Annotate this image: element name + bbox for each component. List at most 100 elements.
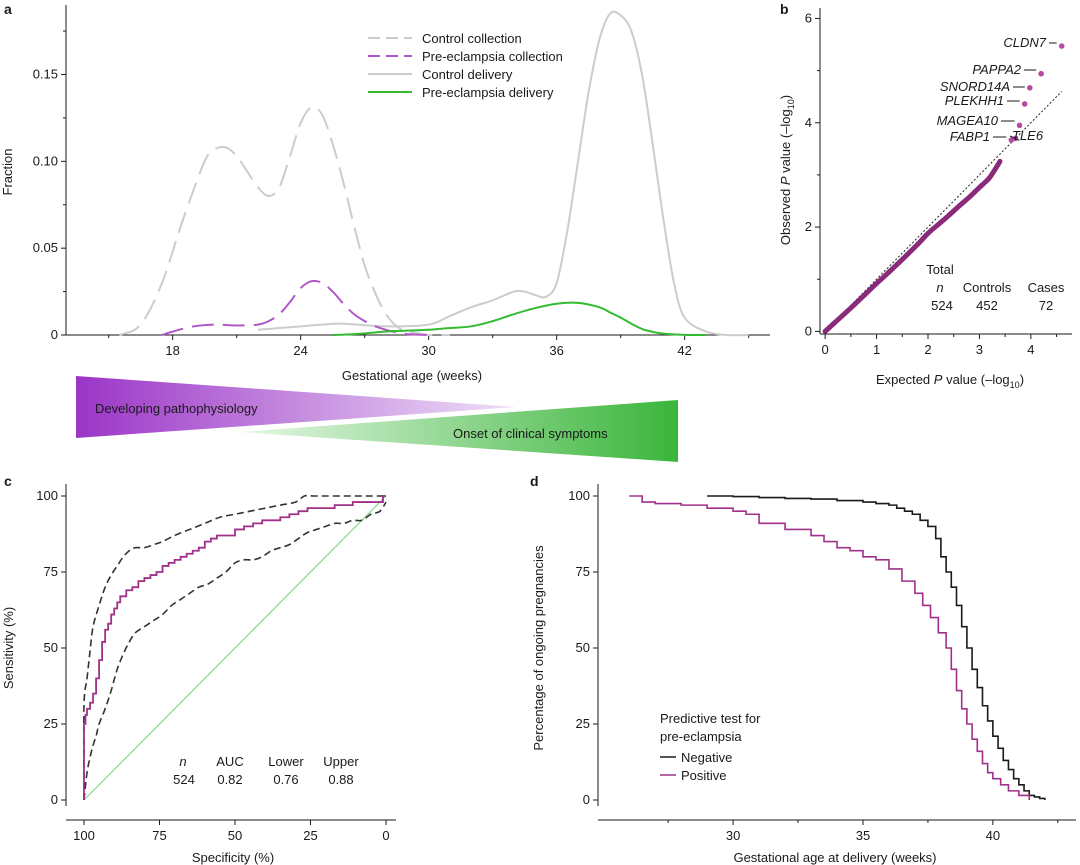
c-table-upper-value: 0.88 [328, 772, 353, 787]
c-table-upper-header: Upper [323, 754, 359, 769]
timeline-wedges: Developing pathophysiology Onset of clin… [76, 376, 678, 462]
panel-c-table: n AUC Lower Upper 524 0.82 0.76 0.88 [173, 754, 359, 787]
panel-c-ytick-label: 75 [44, 564, 58, 579]
panel-b-table: Total n Controls Cases 524 452 72 [926, 262, 1065, 313]
panel-b-xtick-label: 4 [1027, 342, 1034, 357]
panel-b-letter: b [780, 1, 789, 17]
panel-b-ytick-label: 2 [805, 219, 812, 234]
panel-a-xtick-label: 36 [549, 343, 563, 358]
gene-point-pappa2 [1038, 70, 1044, 77]
panel-a-ytick-label: 0.10 [33, 153, 58, 168]
gene-point-plekhh1 [1021, 101, 1028, 107]
panel-b-xtick-label: 0 [822, 342, 829, 357]
series-upper-ci [82, 494, 386, 801]
b-table-total-header: Total [926, 262, 954, 277]
panel-b-qq-points [822, 158, 1003, 334]
panel-d-letter: d [530, 473, 539, 489]
panel-b-y-label: Observed P value (–log10) [778, 95, 796, 245]
clinical-symptoms-label: Onset of clinical symptoms [453, 426, 608, 441]
panel-c-xtick-label: 25 [303, 828, 317, 843]
series-negative [707, 495, 1046, 800]
pathophysiology-label: Developing pathophysiology [95, 401, 258, 416]
series-positive [629, 495, 1031, 800]
panel-d-series [629, 495, 1046, 800]
panel-a-xtick-label: 42 [677, 343, 691, 358]
panel-d-xtick-label: 35 [856, 828, 870, 843]
panel-a-x-label: Gestational age (weeks) [342, 368, 482, 383]
gene-leader-tle6 [1009, 135, 1020, 141]
panel-b-xtick-label: 1 [873, 342, 880, 357]
c-table-n-header: n [179, 754, 186, 769]
panel-b-x-ticks: 0 1 2 3 4 [822, 334, 1058, 357]
panel-c-ytick-label: 100 [36, 488, 58, 503]
panel-a-y-ticks: 0 0.05 0.10 0.15 [33, 30, 66, 342]
d-legend-positive: Positive [681, 768, 727, 783]
b-table-total-value: 524 [931, 298, 953, 313]
b-table-cases-header: Cases [1028, 280, 1065, 295]
panel-c-x-ticks: 100 75 50 25 0 [73, 820, 390, 843]
panel-c-ytick-label: 50 [44, 640, 58, 655]
c-table-n-value: 524 [173, 772, 195, 787]
panel-a-xtick-label: 24 [293, 343, 307, 358]
panel-c-xtick-label: 0 [382, 828, 389, 843]
panel-b-xtick-label: 2 [924, 342, 931, 357]
legend-pe-delivery: Pre-eclampsia delivery [422, 85, 554, 100]
gene-label-cldn7: CLDN7 [1003, 35, 1046, 50]
series-control-delivery [257, 10, 749, 337]
gene-point-snord14a [1027, 85, 1033, 91]
series-chance [83, 495, 387, 801]
legend-control-delivery: Control delivery [422, 67, 513, 82]
c-table-lower-header: Lower [268, 754, 304, 769]
pathophysiology-wedge [76, 376, 516, 438]
panel-c-ytick-label: 25 [44, 716, 58, 731]
d-legend-title-line2: pre-eclampsia [660, 729, 742, 744]
series-pre-eclampsia-delivery [332, 301, 707, 336]
panel-c-letter: c [4, 473, 12, 489]
panel-a-series [118, 10, 749, 337]
gene-point-cldn7 [1058, 43, 1065, 49]
gene-label-magea10: MAGEA10 [937, 113, 999, 128]
panel-d-ytick-label: 25 [576, 716, 590, 731]
panel-d-ytick-label: 50 [576, 640, 590, 655]
panel-b-x-label: Expected P value (–log10) [876, 372, 1024, 390]
panel-c-xtick-label: 75 [152, 828, 166, 843]
panel-a-xtick-label: 30 [421, 343, 435, 358]
panel-a-ytick-label: 0.05 [33, 240, 58, 255]
series-control-collection [118, 106, 451, 337]
panel-a-legend: Control collection Pre-eclampsia collect… [368, 31, 563, 100]
gene-label-snord14a: SNORD14A [940, 79, 1010, 94]
panel-c-y-ticks: 0 25 50 75 100 [36, 488, 66, 807]
panel-a-ytick-label: 0 [51, 327, 58, 342]
panel-c-y-label: Sensitivity (%) [1, 607, 16, 689]
legend-pe-collection: Pre-eclampsia collection [422, 49, 563, 64]
c-table-auc-value: 0.82 [217, 772, 242, 787]
panel-d-xtick-label: 30 [726, 828, 740, 843]
b-table-cases-value: 72 [1039, 298, 1053, 313]
panel-d-legend: Predictive test for pre-eclampsia Negati… [660, 711, 761, 783]
gene-label-plekhh1: PLEKHH1 [945, 93, 1004, 108]
legend-control-collection: Control collection [422, 31, 522, 46]
panel-d-x-ticks: 30 35 40 [667, 820, 1059, 843]
gene-label-pappa2: PAPPA2 [972, 62, 1021, 77]
gene-label-fabp1: FABP1 [950, 129, 990, 144]
panel-b-y-ticks: 0 2 4 6 [805, 10, 820, 338]
d-legend-title-line1: Predictive test for [660, 711, 761, 726]
panel-a-x-ticks: 18 24 30 36 42 [108, 335, 750, 358]
panel-d-y-label: Percentage of ongoing pregnancies [531, 545, 546, 751]
panel-b-ytick-label: 6 [805, 10, 812, 25]
panel-a-xtick-label: 18 [165, 343, 179, 358]
panel-b-xtick-label: 3 [976, 342, 983, 357]
gene-label-tle6: TLE6 [1012, 128, 1044, 143]
panel-c-ytick-label: 0 [51, 792, 58, 807]
c-table-auc-header: AUC [216, 754, 243, 769]
panel-b-ytick-label: 0 [805, 323, 812, 338]
series-pre-eclampsia-collection [161, 279, 429, 336]
series-lower-ci [83, 501, 387, 801]
b-table-n-header: n [936, 280, 943, 295]
panel-d-x-label: Gestational age at delivery (weeks) [733, 850, 936, 865]
c-table-lower-value: 0.76 [273, 772, 298, 787]
panel-c-series [82, 494, 387, 801]
